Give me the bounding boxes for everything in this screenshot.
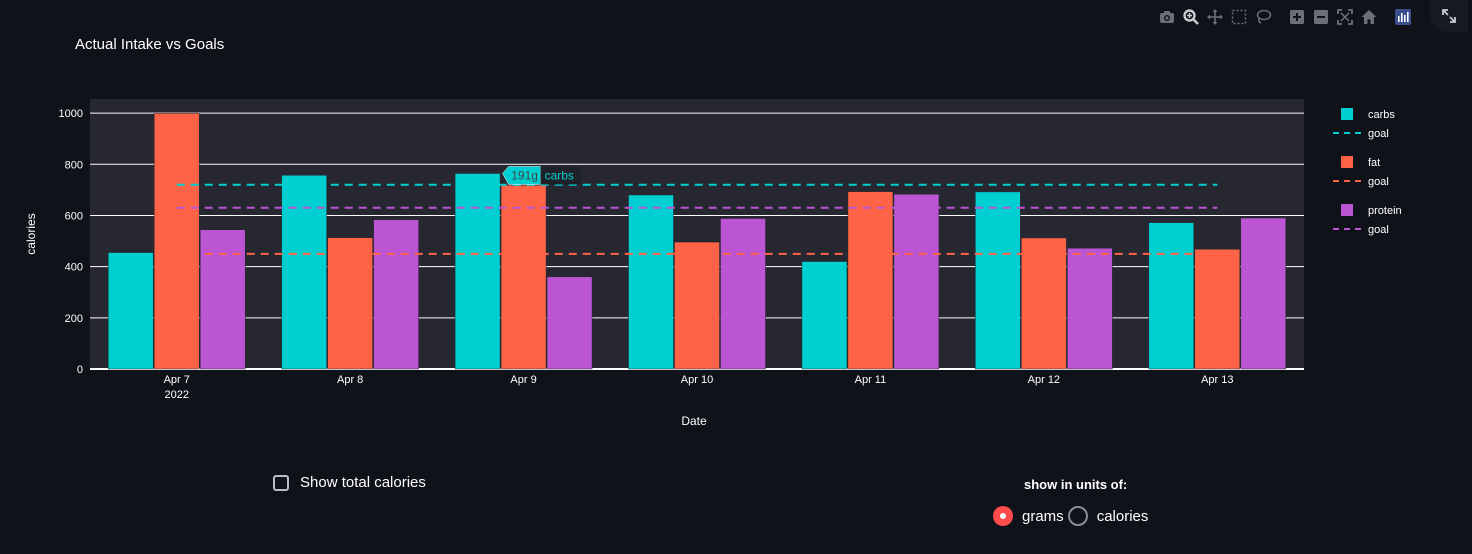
x-axis-title: Date [681,414,707,428]
x-tick-label: Apr 7 [164,374,190,386]
bar-carbs[interactable] [107,252,154,370]
legend-swatch-carbs [1341,108,1353,120]
x-tick-label: Apr 10 [681,374,713,386]
zoom-out-icon[interactable] [1312,8,1330,26]
radio-selected-icon[interactable] [993,506,1013,526]
tooltip-box [502,166,541,185]
tooltip-value: 191g [511,168,538,182]
y-axis-title: calories [24,213,38,254]
x-tick-label: Apr 13 [1201,374,1233,386]
x-tick-label: Apr 12 [1028,374,1060,386]
legend-swatch-protein [1341,204,1353,216]
bar-carbs[interactable] [281,175,327,370]
box-select-icon[interactable] [1230,8,1248,26]
y-tick-label: 800 [65,159,83,171]
bar-fat[interactable] [1021,237,1067,370]
y-tick-label: 600 [65,210,83,222]
bar-carbs[interactable] [454,173,501,370]
expand-icon [1442,9,1456,23]
x-tick-label: Apr 11 [855,374,887,386]
bar-protein[interactable] [1067,247,1113,370]
camera-icon[interactable] [1158,8,1176,26]
modebar [1158,8,1418,26]
bar-fat[interactable] [1194,248,1241,370]
y-tick-label: 1000 [59,108,83,120]
pan-icon[interactable] [1206,8,1224,26]
y-tick-label: 200 [65,313,83,325]
y-tick-label: 400 [65,262,83,274]
legend-label-goal: goal [1368,176,1389,188]
x-tick-label: Apr 9 [510,374,536,386]
hover-tooltip: 191g carbs [502,166,581,185]
zoom-in-icon[interactable] [1288,8,1306,26]
radio-unselected-icon[interactable] [1067,506,1088,526]
bar-protein[interactable] [199,229,246,370]
autoscale-icon[interactable] [1336,8,1354,26]
fullscreen-button[interactable] [1430,0,1468,32]
tooltip-name-box [540,166,581,185]
legend-label-fat: fat [1368,157,1380,169]
x-tick-label: Apr 8 [337,374,363,386]
bar-carbs[interactable] [975,191,1021,370]
chart-title: Actual Intake vs Goals [75,36,224,53]
legend[interactable]: carbs goal fat goal protein goal [1333,108,1402,236]
radio-grams-label: grams [1022,507,1064,525]
plotly-logo-icon[interactable] [1394,8,1412,26]
tooltip-name: carbs [545,168,574,182]
checkbox-box[interactable] [273,474,289,491]
bar-fat[interactable] [153,113,200,370]
units-title: show in units of: [1024,477,1128,492]
bar-protein[interactable] [373,219,419,370]
x-axis-ticks: Apr 7 Apr 8 Apr 9 Apr 10 Apr 11 Apr 12 Apr 13 2… [164,374,1234,401]
bar-protein[interactable] [1240,217,1287,370]
bar-fat[interactable] [327,237,373,370]
legend-label-carbs: carbs [1368,109,1395,121]
y-tick-label: 0 [77,364,83,376]
home-icon[interactable] [1360,8,1378,26]
show-total-label: Show total calories [300,474,426,491]
bar-fat[interactable] [674,241,720,370]
show-total-checkbox[interactable]: Show total calories [273,474,426,491]
goal-lines [176,183,1218,255]
zoom-icon[interactable] [1182,8,1200,26]
x-tick-year-label: 2022 [164,389,188,401]
radio-calories-label: calories [1096,507,1149,525]
lasso-icon[interactable] [1254,8,1272,26]
legend-label-protein: protein [1368,205,1402,217]
bar-fat[interactable] [500,184,547,370]
bar-fat[interactable] [847,191,894,370]
bar-carbs[interactable] [1148,222,1195,370]
radio-calories[interactable]: calories [1067,506,1149,526]
bar-protein[interactable] [720,218,766,370]
legend-label-goal: goal [1368,128,1389,140]
legend-swatch-fat [1341,156,1353,168]
bar-protein[interactable] [893,193,940,370]
radio-grams[interactable]: grams [993,506,1064,526]
bar-carbs[interactable] [801,261,848,370]
legend-label-goal: goal [1368,224,1389,236]
bar-carbs[interactable] [628,194,674,370]
bar-protein[interactable] [546,276,593,370]
units-radio-group: grams calories [993,506,1152,526]
y-axis-ticks: 0 200 400 600 800 1000 [59,108,83,376]
